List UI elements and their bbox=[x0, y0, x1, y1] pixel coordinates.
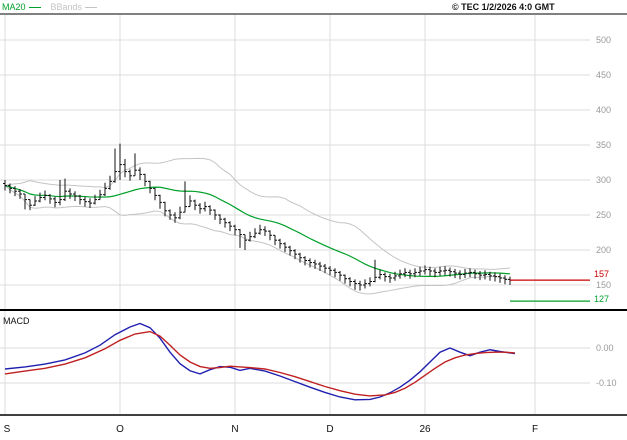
price-level-lines bbox=[510, 279, 590, 302]
macd-tick-label: -0.10 bbox=[596, 378, 617, 388]
macd-tick-label: 0.00 bbox=[596, 343, 614, 353]
legend-bbands-label: BBands bbox=[50, 2, 83, 12]
bband-lower-line bbox=[4, 185, 511, 295]
x-axis-label: 26 bbox=[419, 424, 431, 435]
macd-axis-labels: 0.00 -0.10 bbox=[596, 343, 617, 388]
ohlc-bars bbox=[3, 143, 512, 291]
legend-ma20-label: MA20 bbox=[2, 2, 26, 12]
price-tick-label: 250 bbox=[596, 210, 611, 220]
price-tick-label: 200 bbox=[596, 245, 611, 255]
x-axis-labels: S O N D 26 F bbox=[4, 424, 538, 435]
secondary-price-label: 127 bbox=[594, 294, 610, 305]
bollinger-bands bbox=[4, 157, 511, 295]
legend: MA20 BBands bbox=[2, 1, 98, 13]
x-axis-label: S bbox=[4, 424, 11, 435]
macd-gridlines bbox=[0, 311, 590, 414]
macd-series bbox=[4, 322, 516, 401]
price-axis-labels: 500 450 400 350 300 250 200 150 bbox=[596, 35, 611, 290]
macd-panel-label: MACD bbox=[3, 316, 30, 326]
ma20-line bbox=[4, 185, 511, 277]
last-price-label: 157 bbox=[594, 269, 610, 280]
macd-signal-line bbox=[4, 330, 516, 397]
bbands-line-sample-icon bbox=[85, 6, 98, 8]
legend-bbands: BBands bbox=[51, 1, 98, 13]
price-tick-label: 350 bbox=[596, 140, 611, 150]
x-axis-label: D bbox=[326, 424, 333, 435]
ma20-line-sample-icon bbox=[28, 6, 41, 8]
price-gridlines bbox=[0, 15, 590, 309]
price-tick-label: 400 bbox=[596, 105, 611, 115]
price-tick-label: 500 bbox=[596, 35, 611, 45]
x-axis-label: F bbox=[532, 424, 538, 435]
x-axis-label: O bbox=[116, 424, 124, 435]
ma20-overlay bbox=[4, 185, 511, 277]
frame-lines bbox=[0, 13, 627, 416]
macd-line bbox=[4, 322, 516, 401]
bband-upper-line bbox=[4, 157, 511, 270]
legend-ma20: MA20 bbox=[2, 1, 41, 13]
price-tick-label: 300 bbox=[596, 175, 611, 185]
price-tick-label: 450 bbox=[596, 70, 611, 80]
x-axis-label: N bbox=[231, 424, 238, 435]
copyright-text: © TEC 1/2/2026 4:0 GMT bbox=[452, 2, 555, 12]
price-tick-label: 150 bbox=[596, 280, 611, 290]
